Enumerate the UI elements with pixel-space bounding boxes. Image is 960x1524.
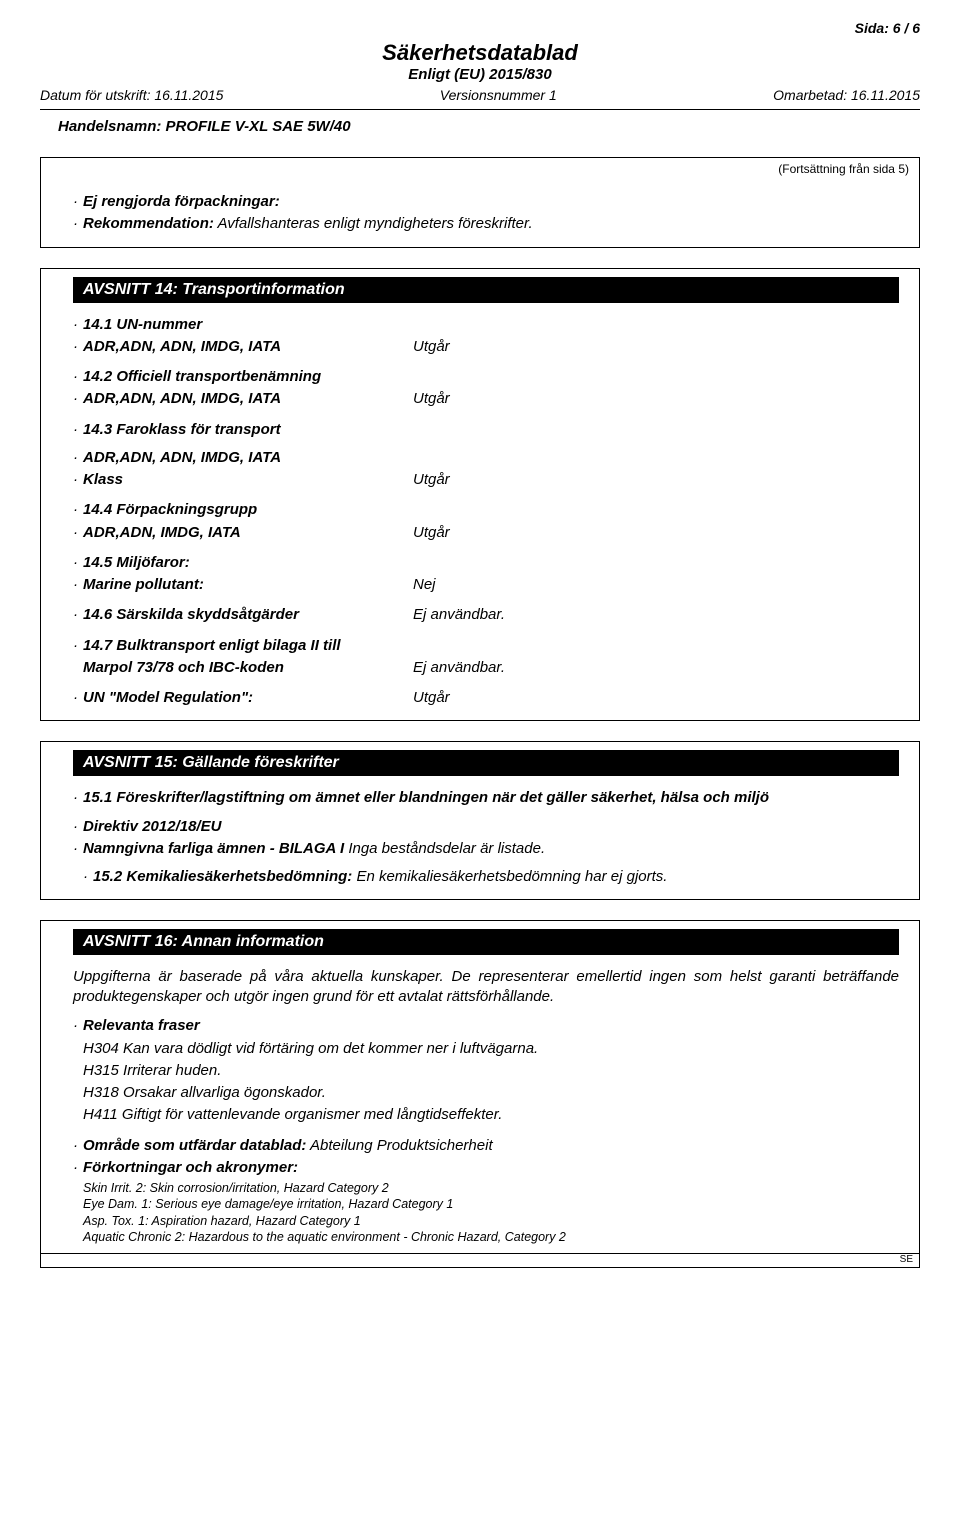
footer-locale-mark: SE xyxy=(41,1253,919,1267)
s16-disclaimer: Uppgifterna är baserade på våra aktuella… xyxy=(73,967,899,1006)
section-14-header: AVSNITT 14: Transportinformation xyxy=(73,277,899,303)
s14-1-right: Utgår xyxy=(413,337,899,357)
s16-abbr-label: Förkortningar och akronymer: xyxy=(83,1158,899,1178)
s16-abbr-4: Aquatic Chronic 2: Hazardous to the aqua… xyxy=(83,1229,899,1245)
s14-4-label: 14.4 Förpackningsgrupp xyxy=(83,500,899,520)
trade-name-row: Handelsnamn: PROFILE V-XL SAE 5W/40 xyxy=(40,118,920,135)
divider xyxy=(40,109,920,110)
s16-dept-label: Område som utfärdar datablad: xyxy=(83,1137,306,1154)
s14-7-right: Ej användbar. xyxy=(413,658,899,678)
recommendation-label: Rekommendation: xyxy=(83,215,214,232)
revised-date: Omarbetad: 16.11.2015 xyxy=(773,87,920,103)
s15-directive: Direktiv 2012/18/EU xyxy=(83,817,899,837)
s16-h315: H315 Irriterar huden. xyxy=(83,1061,899,1081)
s14-2-right: Utgår xyxy=(413,389,899,409)
s14-6-right: Ej användbar. xyxy=(413,605,899,625)
section-15-header: AVSNITT 15: Gällande föreskrifter xyxy=(73,750,899,776)
s14-2-label: 14.2 Officiell transportbenämning xyxy=(83,367,899,387)
s14-3-mode: ADR,ADN, ADN, IMDG, IATA xyxy=(83,448,899,468)
header-meta-row: Datum för utskrift: 16.11.2015 Versionsn… xyxy=(40,87,920,103)
s15-2-value: En kemikaliesäkerhetsbedömning har ej gj… xyxy=(352,868,667,885)
recommendation-value: Avfallshanteras enligt myndigheters före… xyxy=(214,215,533,232)
s16-dept-value: Abteilung Produktsicherheit xyxy=(306,1137,492,1154)
s15-substances-label: Namngivna farliga ämnen - BILAGA I xyxy=(83,840,344,857)
section-16-box: AVSNITT 16: Annan information Uppgiftern… xyxy=(40,920,920,1268)
s16-abbr-3: Asp. Tox. 1: Aspiration hazard, Hazard C… xyxy=(83,1213,899,1229)
s15-substances-value: Inga beståndsdelar är listade. xyxy=(344,840,545,857)
continuation-box: (Fortsättning från sida 5) · Ej rengjord… xyxy=(40,157,920,248)
s16-h318: H318 Orsakar allvarliga ögonskador. xyxy=(83,1083,899,1103)
s14-4-right: Utgår xyxy=(413,523,899,543)
packaging-label: Ej rengjorda förpackningar: xyxy=(83,192,899,212)
s14-un-left: UN "Model Regulation": xyxy=(83,688,413,708)
s14-1-label: 14.1 UN-nummer xyxy=(83,315,899,335)
section-15-box: AVSNITT 15: Gällande föreskrifter ·15.1 … xyxy=(40,741,920,900)
s16-h411: H411 Giftigt för vattenlevande organisme… xyxy=(83,1105,899,1125)
s16-h304: H304 Kan vara dödligt vid förtäring om d… xyxy=(83,1039,899,1059)
s14-3-class-value: Utgår xyxy=(413,470,899,490)
s14-3-class-label: Klass xyxy=(83,470,413,490)
s14-5-left: Marine pollutant: xyxy=(83,575,413,595)
doc-title: Säkerhetsdatablad xyxy=(40,40,920,66)
s15-2-label: 15.2 Kemikaliesäkerhetsbedömning: xyxy=(93,868,352,885)
s14-un-right: Utgår xyxy=(413,688,899,708)
doc-title-block: Säkerhetsdatablad Enligt (EU) 2015/830 xyxy=(40,40,920,83)
s14-3-label: 14.3 Faroklass för transport xyxy=(83,420,899,440)
section-14-box: AVSNITT 14: Transportinformation ·14.1 U… xyxy=(40,268,920,722)
trade-name-label: Handelsnamn: xyxy=(58,118,161,135)
s14-4-left: ADR,ADN, IMDG, IATA xyxy=(83,523,413,543)
page-number: Sida: 6 / 6 xyxy=(40,20,920,36)
version-number: Versionsnummer 1 xyxy=(440,87,557,103)
trade-name-value: PROFILE V-XL SAE 5W/40 xyxy=(166,118,351,135)
s14-5-label: 14.5 Miljöfaror: xyxy=(83,553,899,573)
doc-subtitle: Enligt (EU) 2015/830 xyxy=(40,66,920,83)
s14-1-left: ADR,ADN, ADN, IMDG, IATA xyxy=(83,337,413,357)
section-16-header: AVSNITT 16: Annan information xyxy=(73,929,899,955)
s16-phrases-label: Relevanta fraser xyxy=(83,1016,899,1036)
s14-2-left: ADR,ADN, ADN, IMDG, IATA xyxy=(83,389,413,409)
s16-abbr-2: Eye Dam. 1: Serious eye damage/eye irrit… xyxy=(83,1196,899,1212)
s15-1-heading: 15.1 Föreskrifter/lagstiftning om ämnet … xyxy=(83,788,899,808)
s16-abbr-1: Skin Irrit. 2: Skin corrosion/irritation… xyxy=(83,1180,899,1196)
print-date: Datum för utskrift: 16.11.2015 xyxy=(40,87,223,103)
s14-7-left: Marpol 73/78 och IBC-koden xyxy=(83,658,413,678)
s14-5-right: Nej xyxy=(413,575,899,595)
s14-6-left: 14.6 Särskilda skyddsåtgärder xyxy=(83,605,413,625)
continuation-label: (Fortsättning från sida 5) xyxy=(41,158,919,188)
s14-7-line1: 14.7 Bulktransport enligt bilaga II till xyxy=(83,636,899,656)
